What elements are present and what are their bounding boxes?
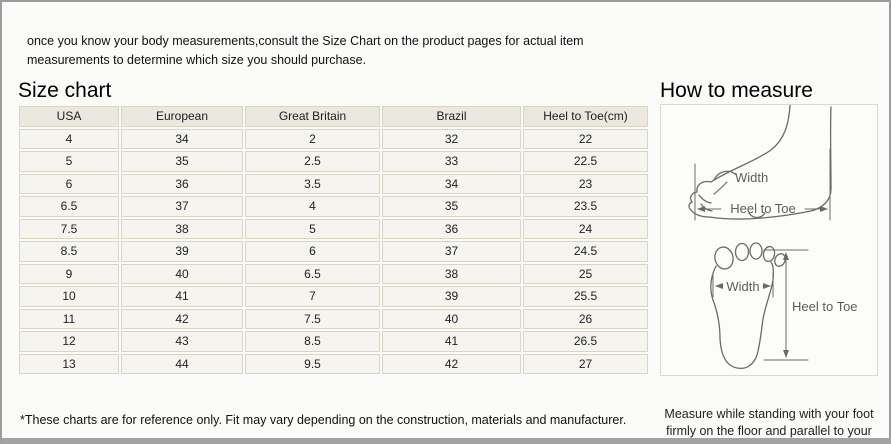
table-cell: 23.5 [523,196,648,217]
table-cell: 9.5 [245,353,380,374]
table-cell: 7.5 [19,218,119,239]
foot-side-view-diagram [688,105,832,221]
table-row: 7.5 38 5 36 24 [19,218,648,239]
table-cell: 4 [19,128,119,149]
table-cell: 5 [245,218,380,239]
table-cell: 3.5 [245,173,380,194]
table-cell: 34 [121,128,243,149]
side-view-width-label: Width [735,170,768,185]
table-cell: 40 [382,308,521,329]
top-view-width-label: Width [726,279,759,294]
table-row: 13 44 9.5 42 27 [19,353,648,374]
table-row: 8.5 39 6 37 24.5 [19,241,648,262]
table-cell: 41 [121,286,243,307]
table-row: 6.5 37 4 35 23.5 [19,196,648,217]
table-cell: 39 [121,241,243,262]
table-row: 12 43 8.5 41 26.5 [19,331,648,352]
table-cell: 6 [19,173,119,194]
how-to-measure-panel: Width Heel to Toe [660,104,878,376]
table-cell: 35 [121,151,243,172]
table-cell: 26.5 [523,331,648,352]
table-cell: 36 [382,218,521,239]
side-view-heel-to-toe-label: Heel to Toe [730,201,796,216]
table-cell: 41 [382,331,521,352]
table-cell: 33 [382,151,521,172]
size-conversion-table: USA European Great Britain Brazil Heel t… [17,104,650,376]
table-cell: 7 [245,286,380,307]
column-header-great-britain: Great Britain [245,106,380,127]
table-cell: 7.5 [245,308,380,329]
table-cell: 26 [523,308,648,329]
table-cell: 23 [523,173,648,194]
table-cell: 4 [245,196,380,217]
table-cell: 10 [19,286,119,307]
reference-footnote: *These charts are for reference only. Fi… [20,412,627,427]
table-cell: 22 [523,128,648,149]
table-cell: 6.5 [245,263,380,284]
size-table-body: 4 34 2 32 22 5 35 2.5 33 22.5 6 36 3.5 34 23 6.5 37 4 35 23… [19,128,648,374]
table-row: 9 40 6.5 38 25 [19,263,648,284]
size-chart-title: Size chart [18,79,112,103]
table-cell: 38 [121,218,243,239]
table-cell: 43 [121,331,243,352]
table-cell: 38 [382,263,521,284]
table-cell: 32 [382,128,521,149]
table-cell: 13 [19,353,119,374]
table-cell: 6 [245,241,380,262]
table-cell: 35 [382,196,521,217]
table-cell: 25 [523,263,648,284]
table-header-row: USA European Great Britain Brazil Heel t… [19,106,648,127]
table-row: 11 42 7.5 40 26 [19,308,648,329]
table-cell: 6.5 [19,196,119,217]
intro-paragraph: once you know your body measurements,con… [27,33,584,67]
column-header-european: European [121,106,243,127]
foot-top-view-diagram [710,242,809,370]
table-row: 10 41 7 39 25.5 [19,286,648,307]
table-cell: 8.5 [245,331,380,352]
table-cell: 12 [19,331,119,352]
table-row: 5 35 2.5 33 22.5 [19,151,648,172]
column-header-heel-to-toe: Heel to Toe(cm) [523,106,648,127]
table-row: 4 34 2 32 22 [19,128,648,149]
measurement-diagrams: Width Heel to Toe [688,105,858,370]
column-header-usa: USA [19,106,119,127]
top-view-heel-to-toe-label: Heel to Toe [792,299,858,314]
measuring-instruction-note: Measure while standing with your foot fi… [664,406,874,439]
column-header-brazil: Brazil [382,106,521,127]
table-cell: 42 [121,308,243,329]
table-cell: 39 [382,286,521,307]
table-cell: 27 [523,353,648,374]
how-to-measure-title: How to measure [660,79,813,103]
table-cell: 37 [382,241,521,262]
table-cell: 40 [121,263,243,284]
table-cell: 37 [121,196,243,217]
table-cell: 34 [382,173,521,194]
table-cell: 36 [121,173,243,194]
table-cell: 2.5 [245,151,380,172]
table-cell: 42 [382,353,521,374]
table-cell: 24.5 [523,241,648,262]
table-cell: 2 [245,128,380,149]
table-cell: 44 [121,353,243,374]
table-cell: 11 [19,308,119,329]
table-cell: 25.5 [523,286,648,307]
table-cell: 22.5 [523,151,648,172]
table-cell: 24 [523,218,648,239]
table-cell: 8.5 [19,241,119,262]
table-cell: 5 [19,151,119,172]
table-cell: 9 [19,263,119,284]
table-row: 6 36 3.5 34 23 [19,173,648,194]
